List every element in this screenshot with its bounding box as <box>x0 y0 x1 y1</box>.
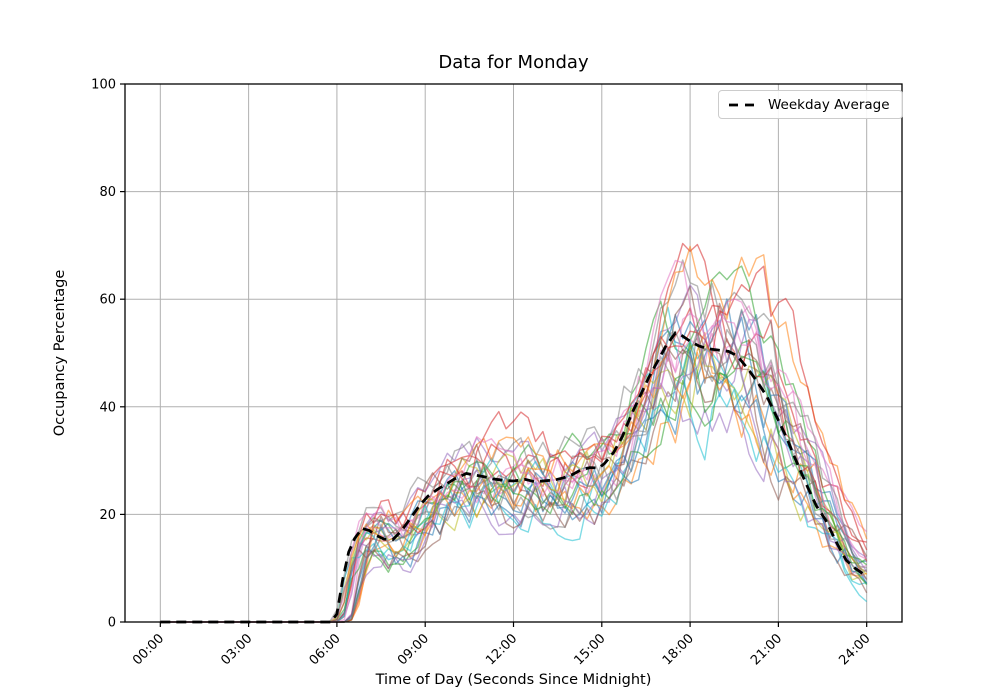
chart-title: Data for Monday <box>438 52 589 73</box>
y-tick-label: 20 <box>99 508 116 523</box>
x-tick-label: 12:00 <box>483 631 520 668</box>
y-axis-label: Occupancy Percentage <box>52 269 68 437</box>
y-tick-label: 40 <box>99 400 116 415</box>
x-axis-label: Time of Day (Seconds Since Midnight) <box>375 672 652 688</box>
x-tick-label: 15:00 <box>572 631 609 668</box>
x-tick-label: 00:00 <box>130 631 167 668</box>
x-tick-label: 09:00 <box>395 631 432 668</box>
x-tick-label: 03:00 <box>218 631 255 668</box>
legend-dash-sample <box>729 103 759 106</box>
legend: Weekday Average <box>718 90 903 119</box>
y-tick-label: 80 <box>99 185 116 200</box>
x-tick-label: 06:00 <box>307 631 344 668</box>
x-tick-label: 24:00 <box>836 631 873 668</box>
y-tick-label: 100 <box>91 78 116 93</box>
y-tick-label: 0 <box>108 616 116 631</box>
legend-label: Weekday Average <box>768 96 890 113</box>
x-tick-label: 21:00 <box>748 631 785 668</box>
x-tick-label: 18:00 <box>660 631 697 668</box>
y-tick-label: 60 <box>99 293 116 308</box>
average-line <box>160 331 868 624</box>
